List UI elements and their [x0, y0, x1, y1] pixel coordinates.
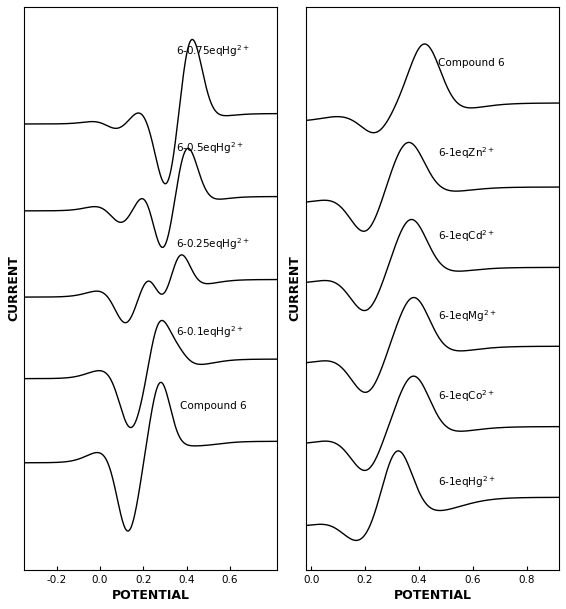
Text: 6-1eqCo$^{2+}$: 6-1eqCo$^{2+}$	[438, 389, 495, 404]
Y-axis label: CURRENT: CURRENT	[7, 256, 20, 322]
Text: 6-0.1eqHg$^{2+}$: 6-0.1eqHg$^{2+}$	[175, 324, 243, 340]
Text: 6-1eqHg$^{2+}$: 6-1eqHg$^{2+}$	[438, 474, 496, 490]
Text: Compound 6: Compound 6	[438, 58, 504, 68]
X-axis label: POTENTIAL: POTENTIAL	[112, 589, 190, 602]
Text: 6-0.75eqHg$^{2+}$: 6-0.75eqHg$^{2+}$	[175, 43, 249, 59]
Text: 6-1eqCd$^{2+}$: 6-1eqCd$^{2+}$	[438, 228, 495, 244]
Y-axis label: CURRENT: CURRENT	[289, 256, 302, 322]
Text: 6-0.25eqHg$^{2+}$: 6-0.25eqHg$^{2+}$	[175, 236, 250, 252]
Text: Compound 6: Compound 6	[180, 401, 247, 410]
Text: 6-1eqZn$^{2+}$: 6-1eqZn$^{2+}$	[438, 146, 495, 161]
X-axis label: POTENTIAL: POTENTIAL	[393, 589, 471, 602]
Text: 6-1eqMg$^{2+}$: 6-1eqMg$^{2+}$	[438, 308, 497, 324]
Text: 6-0.5eqHg$^{2+}$: 6-0.5eqHg$^{2+}$	[175, 141, 243, 157]
